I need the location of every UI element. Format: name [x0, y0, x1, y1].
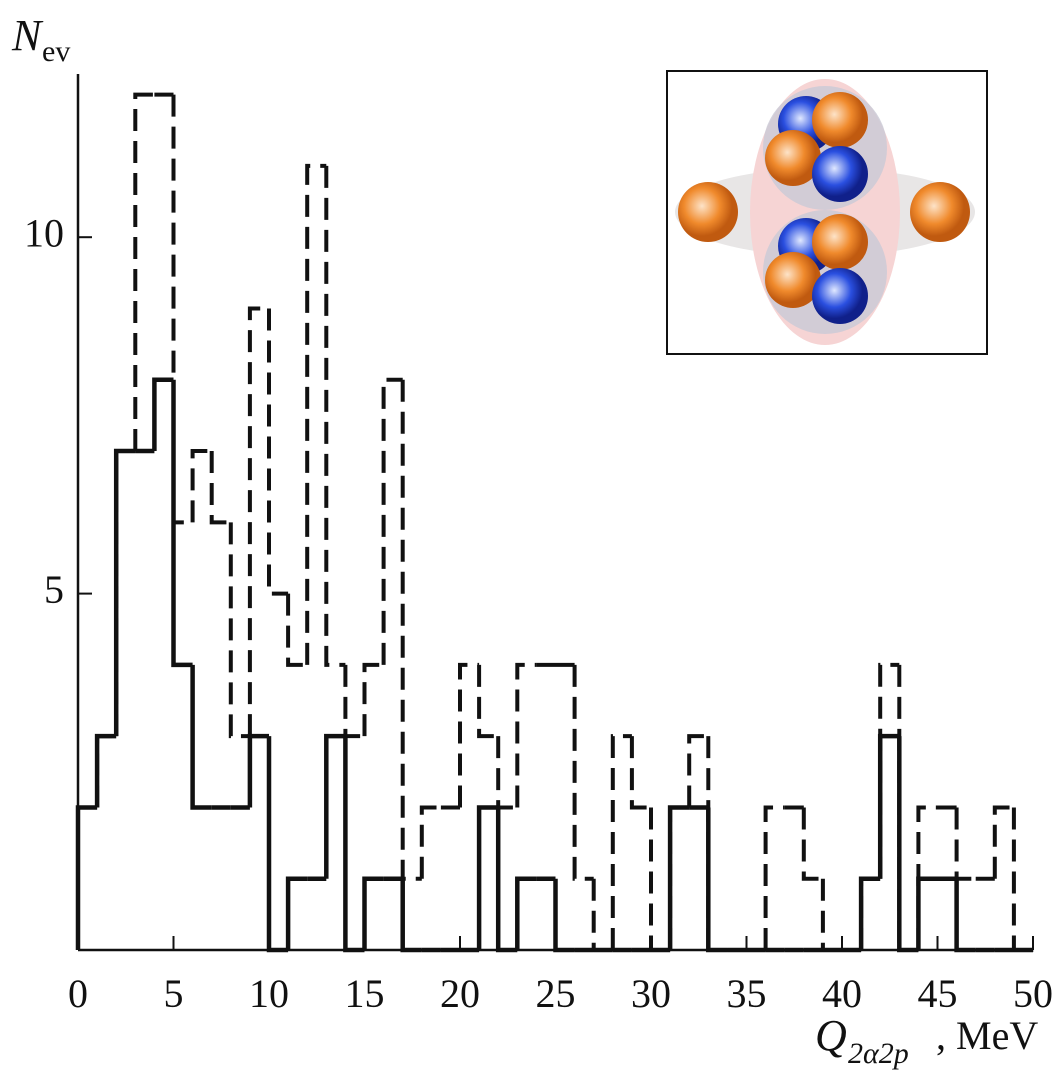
histogram-step	[190, 664, 212, 810]
histogram-step	[267, 308, 289, 596]
histogram-step	[878, 662, 900, 879]
x-label-sub: 2α2p	[848, 1037, 909, 1070]
histogram-step	[897, 736, 919, 953]
histogram-step	[171, 379, 193, 668]
histogram-step	[305, 163, 327, 665]
histogram-step	[496, 736, 518, 810]
histogram-step	[94, 733, 117, 808]
y-tick-label: 10	[24, 210, 64, 255]
proton	[812, 214, 868, 270]
histogram-step	[362, 662, 384, 737]
histogram-step	[897, 664, 919, 952]
histogram-step	[916, 876, 938, 950]
histogram-step	[114, 449, 136, 737]
histogram-step	[113, 448, 136, 737]
histogram-step	[591, 878, 613, 952]
histogram-step	[419, 805, 441, 879]
histogram-step	[858, 876, 881, 950]
histogram-step	[820, 878, 842, 952]
histogram-step	[687, 734, 709, 808]
histogram-step	[954, 878, 976, 953]
histogram-step	[381, 377, 403, 665]
x-tick-label: 35	[727, 971, 767, 1016]
proton	[765, 252, 821, 308]
x-tick-label: 25	[536, 971, 576, 1016]
histogram-step	[954, 807, 976, 881]
histogram-step	[324, 733, 346, 879]
inset	[666, 70, 988, 355]
x-tick-label: 0	[68, 971, 88, 1016]
histogram-step	[400, 878, 422, 953]
proton	[910, 182, 970, 242]
histogram-step	[667, 805, 690, 950]
x-tick-label: 30	[631, 971, 671, 1016]
x-tick-label: 20	[440, 971, 480, 1016]
x-label-main: Q	[815, 1011, 847, 1060]
neutron	[812, 146, 868, 202]
x-tick-label: 15	[345, 971, 385, 1016]
histogram-step	[706, 807, 728, 953]
histogram-step	[152, 377, 174, 452]
y-tick-label: 5	[44, 567, 64, 612]
histogram-step	[286, 593, 308, 667]
histogram-step	[458, 662, 480, 808]
histogram-step	[209, 451, 231, 525]
histogram-step	[668, 805, 690, 950]
histogram-step	[649, 807, 671, 952]
histogram-step	[133, 92, 155, 452]
histogram-step	[400, 379, 422, 881]
proton	[678, 182, 738, 242]
histogram-step	[228, 522, 250, 739]
histogram-step	[610, 734, 632, 950]
y-label-sub: ev	[42, 35, 70, 68]
histogram-step	[553, 878, 575, 953]
histogram-step	[171, 94, 193, 525]
histogram-step	[572, 664, 594, 881]
x-tick-label: 45	[918, 971, 958, 1016]
neutron	[812, 268, 868, 324]
histogram-step	[1011, 807, 1033, 952]
histogram-step	[859, 876, 881, 950]
histogram-step	[476, 805, 499, 950]
x-label-unit: , MeV	[936, 1013, 1038, 1058]
histogram-step	[515, 662, 537, 808]
y-label: N	[11, 11, 44, 60]
histogram-step	[247, 306, 269, 737]
x-label: Q 2α2p , MeV	[815, 1011, 1038, 1070]
histogram-step	[247, 733, 269, 808]
x-tick-label: 40	[822, 971, 862, 1016]
histogram-step	[285, 876, 308, 950]
histogram-step	[95, 734, 117, 808]
histogram-step	[343, 736, 365, 953]
histogram-step	[495, 807, 518, 953]
histogram-step	[75, 805, 98, 950]
histogram-step	[266, 736, 289, 953]
histogram-step	[629, 736, 651, 810]
histogram-step	[477, 664, 499, 739]
proton	[812, 92, 868, 148]
histogram-step	[343, 664, 365, 739]
histogram-step	[706, 736, 728, 952]
x-tick-label: 50	[1013, 971, 1053, 1016]
x-tick-label: 10	[249, 971, 289, 1016]
histogram-step	[190, 449, 212, 523]
histogram-step	[801, 807, 823, 881]
proton	[765, 130, 821, 186]
histogram-step	[362, 876, 384, 950]
histogram-step	[515, 876, 537, 950]
histogram-step	[877, 733, 900, 879]
histogram-step	[763, 805, 785, 950]
histogram-step	[76, 805, 98, 950]
histogram-step	[992, 805, 1014, 879]
histogram-step	[324, 165, 346, 667]
x-tick-label: 5	[164, 971, 184, 1016]
